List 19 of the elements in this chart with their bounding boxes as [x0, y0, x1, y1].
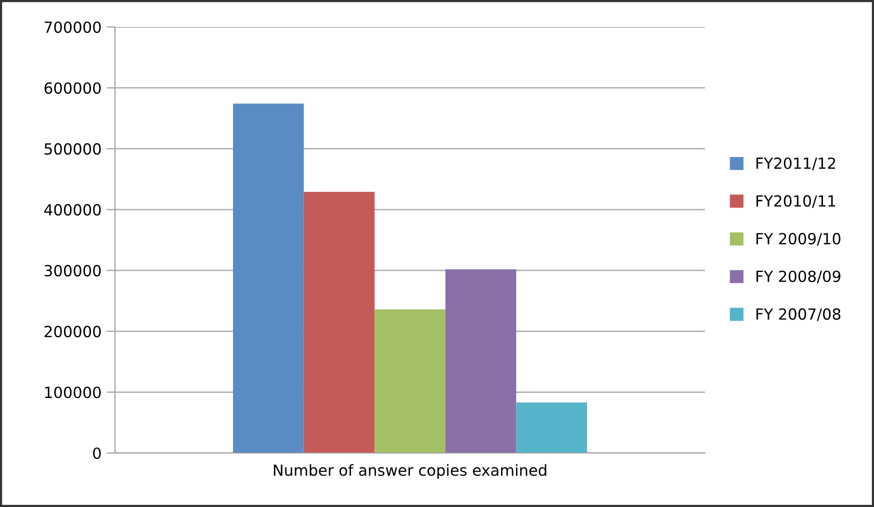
y-tick-label: 400000	[44, 204, 101, 216]
y-tick-label: 500000	[44, 143, 101, 155]
y-tick-label: 100000	[45, 386, 101, 398]
legend-label: FY2010/11	[756, 195, 836, 208]
bar	[233, 104, 304, 453]
bar	[304, 192, 375, 453]
y-tick-label: 300000	[44, 264, 101, 276]
legend-label: FY 2007/08	[756, 308, 840, 322]
y-tick-label: 700000	[44, 21, 101, 34]
y-tick-label: 0	[93, 447, 101, 460]
legend-label: FY2011/12	[756, 157, 836, 170]
legend-label: FY 2008/09	[756, 270, 840, 284]
legend-label: FY 2009/10	[756, 232, 840, 246]
bar	[516, 402, 587, 453]
y-tick-label: 600000	[44, 82, 101, 94]
bar	[374, 309, 446, 453]
bar	[445, 269, 516, 453]
y-tick-label: 200000	[44, 326, 101, 338]
x-tick-label: Number of answer copies examined	[274, 464, 546, 479]
